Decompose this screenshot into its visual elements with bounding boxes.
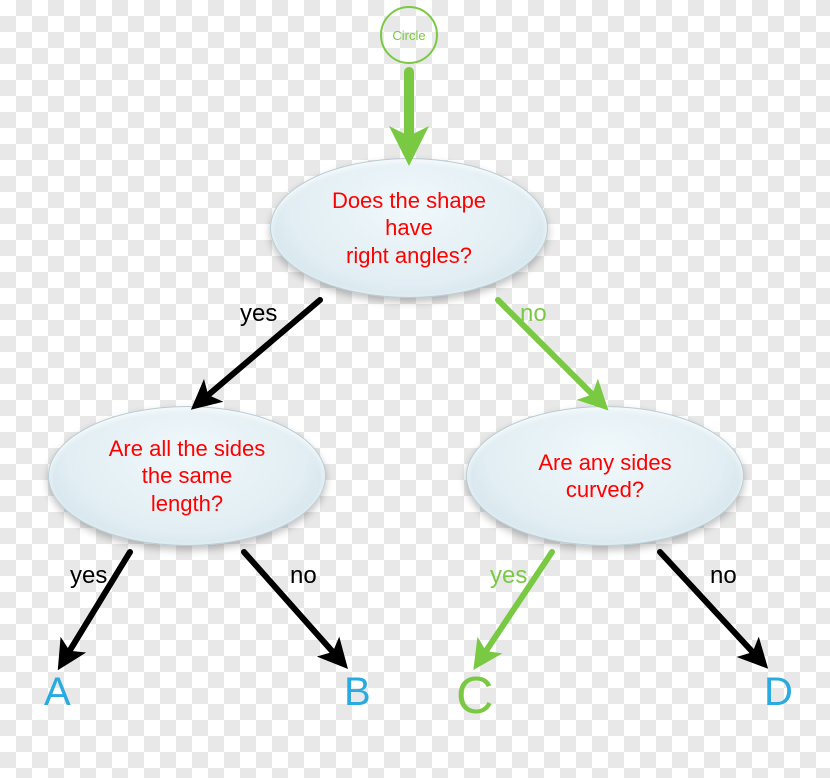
question-curved: Are any sides curved?: [466, 406, 744, 546]
leaf-d: D: [764, 670, 793, 715]
edge-label: yes: [490, 562, 527, 590]
edge-label: yes: [70, 562, 107, 590]
question-text: Does the shape have right angles?: [332, 187, 486, 270]
edge-arrow: [498, 300, 600, 402]
leaf-c: C: [456, 666, 494, 726]
edge-label: no: [710, 562, 737, 590]
question-text: Are all the sides the same length?: [109, 435, 266, 518]
question-right-angles: Does the shape have right angles?: [270, 158, 548, 298]
question-text: Are any sides curved?: [538, 449, 671, 504]
edge-label: no: [290, 562, 317, 590]
leaf-a: A: [44, 670, 71, 715]
arrows-layer: [0, 0, 830, 778]
edge-label: no: [520, 300, 547, 328]
question-same-length: Are all the sides the same length?: [48, 406, 326, 546]
edge-label: yes: [240, 300, 277, 328]
start-label: Circle: [392, 28, 425, 43]
leaf-b: B: [344, 670, 371, 715]
start-node: Circle: [380, 6, 438, 64]
